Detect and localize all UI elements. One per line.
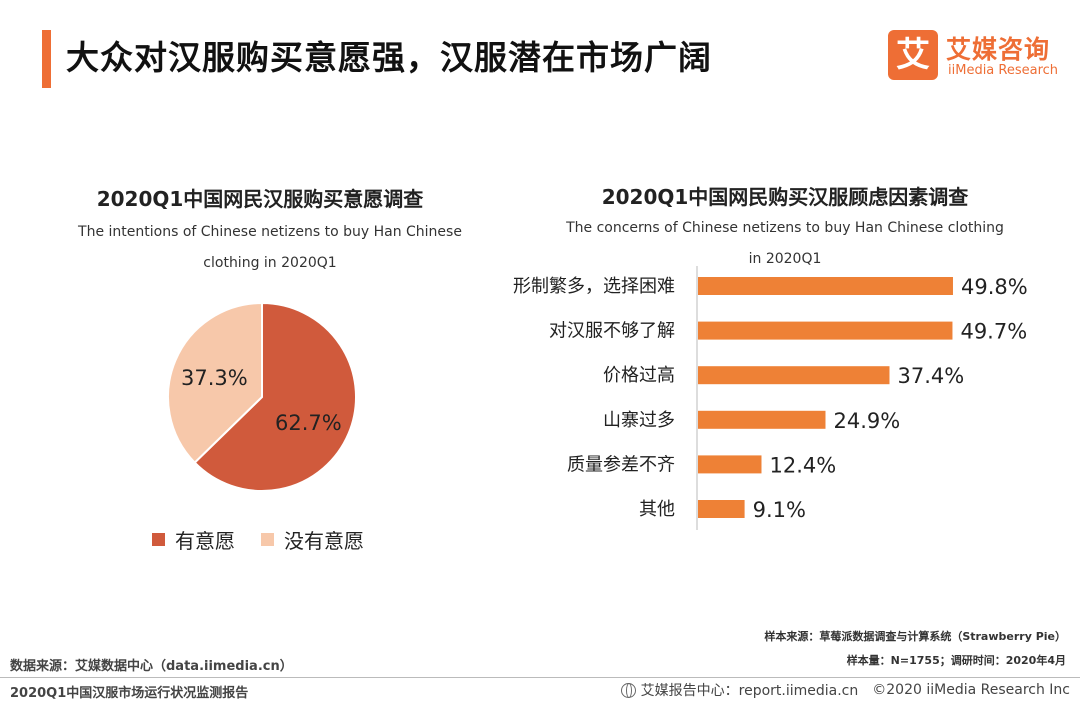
bar-chart: 形制繁多，选择困难 49.8% 对汉服不够了解 49.7% 价格过高 37.4% 山寨过多 2… [513, 266, 1028, 530]
logo-chinese-name: 艾媒咨询 [946, 35, 1051, 64]
bar-value-label: 37.4% [897, 364, 964, 388]
bar [698, 321, 953, 340]
sample-source: 样本来源：草莓派数据调查与计算系统（Strawberry Pie） [764, 630, 1066, 643]
globe-icon [620, 682, 636, 698]
bar [698, 455, 762, 474]
pie-label-willing: 62.7% [275, 411, 342, 435]
iimedia-logo: 艾 艾媒咨询 iiMedia Research [888, 30, 1068, 84]
footer-credits: 艾媒报告中心：report.iimedia.cn ©2020 iiMedia R… [620, 680, 1070, 700]
bar-subtitle-line1: The concerns of Chinese netizens to buy … [566, 220, 1004, 236]
bar-value-label: 12.4% [769, 453, 836, 477]
bar-value-label: 49.8% [961, 275, 1028, 299]
legend-item-unwilling: 没有意愿 [261, 525, 364, 554]
bar-value-label: 9.1% [753, 498, 806, 522]
copyright: ©2020 iiMedia Research Inc [872, 682, 1070, 698]
bar-subtitle-line2: in 2020Q1 [748, 251, 822, 267]
legend-item-willing: 有意愿 [152, 525, 235, 554]
pie-slice-willing [193, 301, 357, 492]
bar [698, 410, 826, 429]
title-accent-bar [42, 30, 51, 88]
bar [698, 366, 890, 385]
bar-value-label: 24.9% [833, 409, 900, 433]
pie-chart-subtitle: The intentions of Chinese netizens to bu… [60, 217, 480, 279]
pie-label-unwilling: 37.3% [181, 366, 248, 390]
report-name: 2020Q1中国汉服市场运行状况监测报告 [10, 686, 249, 701]
footer-divider [0, 677, 1080, 678]
bar-chart-title: 2020Q1中国网民购买汉服顾虑因素调查 [601, 185, 969, 209]
legend-label-unwilling: 没有意愿 [284, 529, 364, 553]
bar-value-label: 49.7% [960, 320, 1027, 344]
pie-subtitle-line2: clothing in 2020Q1 [203, 255, 337, 271]
bar-category-label: 质量参差不齐 [567, 454, 675, 475]
bar-category-label: 其他 [639, 499, 675, 520]
logo-badge: 艾 [888, 30, 938, 80]
bar [698, 500, 745, 518]
data-source: 数据来源：艾媒数据中心（data.iimedia.cn） [10, 659, 293, 674]
legend-swatch-willing [152, 533, 165, 546]
pie-chart [167, 301, 357, 492]
bar-category-label: 对汉服不够了解 [549, 321, 675, 342]
pie-chart-title: 2020Q1中国网民汉服购买意愿调查 [96, 187, 424, 211]
bar-category-label: 价格过高 [603, 365, 675, 386]
bar-chart-subtitle: The concerns of Chinese netizens to buy … [540, 213, 1030, 275]
legend-label-willing: 有意愿 [175, 529, 235, 553]
bar-category-label: 山寨过多 [603, 410, 675, 431]
pie-subtitle-line1: The intentions of Chinese netizens to bu… [78, 224, 462, 240]
page-title: 大众对汉服购买意愿强，汉服潜在市场广阔 [66, 38, 712, 77]
pie-slice-unwilling [167, 301, 263, 465]
bar [698, 277, 953, 295]
sample-size: 样本量：N=1755；调研时间：2020年4月 [846, 654, 1066, 667]
logo-english-name: iiMedia Research [948, 63, 1059, 78]
report-center-link[interactable]: 艾媒报告中心：report.iimedia.cn [640, 683, 859, 699]
legend-swatch-unwilling [261, 533, 274, 546]
pie-legend: 有意愿 没有意愿 [152, 525, 390, 554]
bar-category-label: 形制繁多，选择困难 [513, 276, 675, 297]
